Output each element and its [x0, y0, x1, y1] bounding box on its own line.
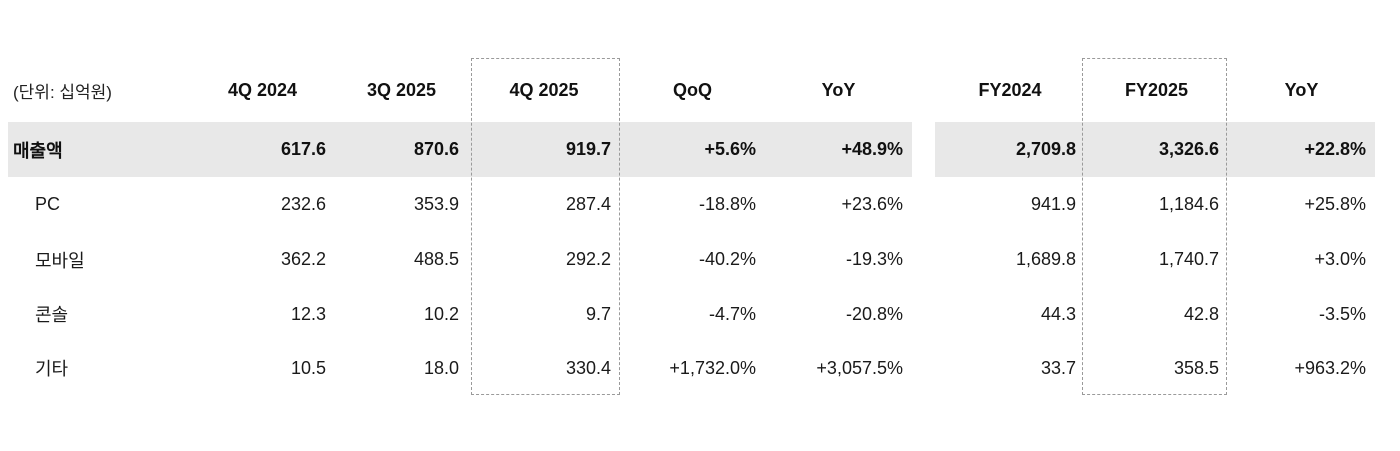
- column-header: FY2025: [1124, 79, 1189, 100]
- cell-value: 9.7: [585, 303, 611, 324]
- cell-value: 10.5: [290, 357, 326, 378]
- row-label: 매출액: [8, 122, 190, 177]
- cell-value: 1,184.6: [1158, 194, 1219, 214]
- cell-value: 12.3: [290, 303, 326, 324]
- column-header: YoY: [821, 79, 856, 100]
- cell-value: 232.6: [280, 194, 326, 214]
- cell-value: -40.2%: [698, 249, 756, 269]
- cell-value: +963.2%: [1294, 357, 1366, 378]
- cell-value: 3,326.6: [1085, 122, 1228, 177]
- column-header: 3Q 2025: [366, 79, 437, 100]
- cell-value: +3,057.5%: [816, 357, 903, 378]
- cell-value: +22.8%: [1228, 122, 1375, 177]
- cell-value: 941.9: [1030, 194, 1076, 214]
- column-group-gap: [912, 341, 935, 395]
- cell-value: 292.2: [565, 249, 611, 269]
- column-group-gap: [912, 58, 935, 122]
- column-group-gap: [912, 287, 935, 341]
- cell-value: -18.8%: [698, 194, 756, 214]
- row-label: 기타: [35, 359, 69, 379]
- column-group-gap: [912, 232, 935, 287]
- cell-value: 330.4: [565, 357, 611, 378]
- cell-value: -20.8%: [845, 303, 903, 324]
- row-label: 콘솔: [35, 305, 69, 325]
- cell-value: 362.2: [280, 249, 326, 269]
- cell-value: +3.0%: [1314, 249, 1366, 269]
- cell-value: 353.9: [413, 194, 459, 214]
- cell-value: 44.3: [1040, 303, 1076, 324]
- cell-value: 488.5: [413, 249, 459, 269]
- unit-label: (단위: 십억원): [13, 82, 112, 102]
- cell-value: 870.6: [335, 122, 468, 177]
- cell-value: 617.6: [190, 122, 335, 177]
- cell-value: 18.0: [423, 357, 459, 378]
- cell-value: 287.4: [565, 194, 611, 214]
- revenue-table: (단위: 십억원) 4Q 2024 3Q 2025 4Q 2025 QoQ YoY FY20…: [8, 58, 1375, 395]
- cell-value: 2,709.8: [935, 122, 1085, 177]
- column-header: 4Q 2024: [227, 79, 298, 100]
- column-header: 4Q 2025: [509, 79, 579, 100]
- column-group-gap: [912, 122, 935, 177]
- cell-value: +5.6%: [620, 122, 765, 177]
- cell-value: 33.7: [1040, 357, 1076, 378]
- cell-value: +25.8%: [1304, 194, 1366, 214]
- cell-value: -4.7%: [708, 303, 756, 324]
- cell-value: 919.7: [468, 122, 620, 177]
- row-label: 모바일: [35, 250, 85, 271]
- cell-value: +1,732.0%: [669, 357, 756, 378]
- cell-value: 358.5: [1173, 357, 1219, 378]
- column-header: QoQ: [673, 79, 712, 100]
- cell-value: 42.8: [1183, 303, 1219, 324]
- row-label: PC: [35, 194, 61, 214]
- cell-value: 10.2: [423, 303, 459, 324]
- cell-value: 1,740.7: [1158, 249, 1219, 269]
- cell-value: -3.5%: [1318, 303, 1366, 324]
- cell-value: +23.6%: [841, 194, 903, 214]
- column-header: FY2024: [978, 79, 1042, 100]
- cell-value: +48.9%: [765, 122, 912, 177]
- column-header: YoY: [1284, 79, 1319, 100]
- cell-value: 1,689.8: [1015, 249, 1076, 269]
- cell-value: -19.3%: [845, 249, 903, 269]
- column-group-gap: [912, 177, 935, 232]
